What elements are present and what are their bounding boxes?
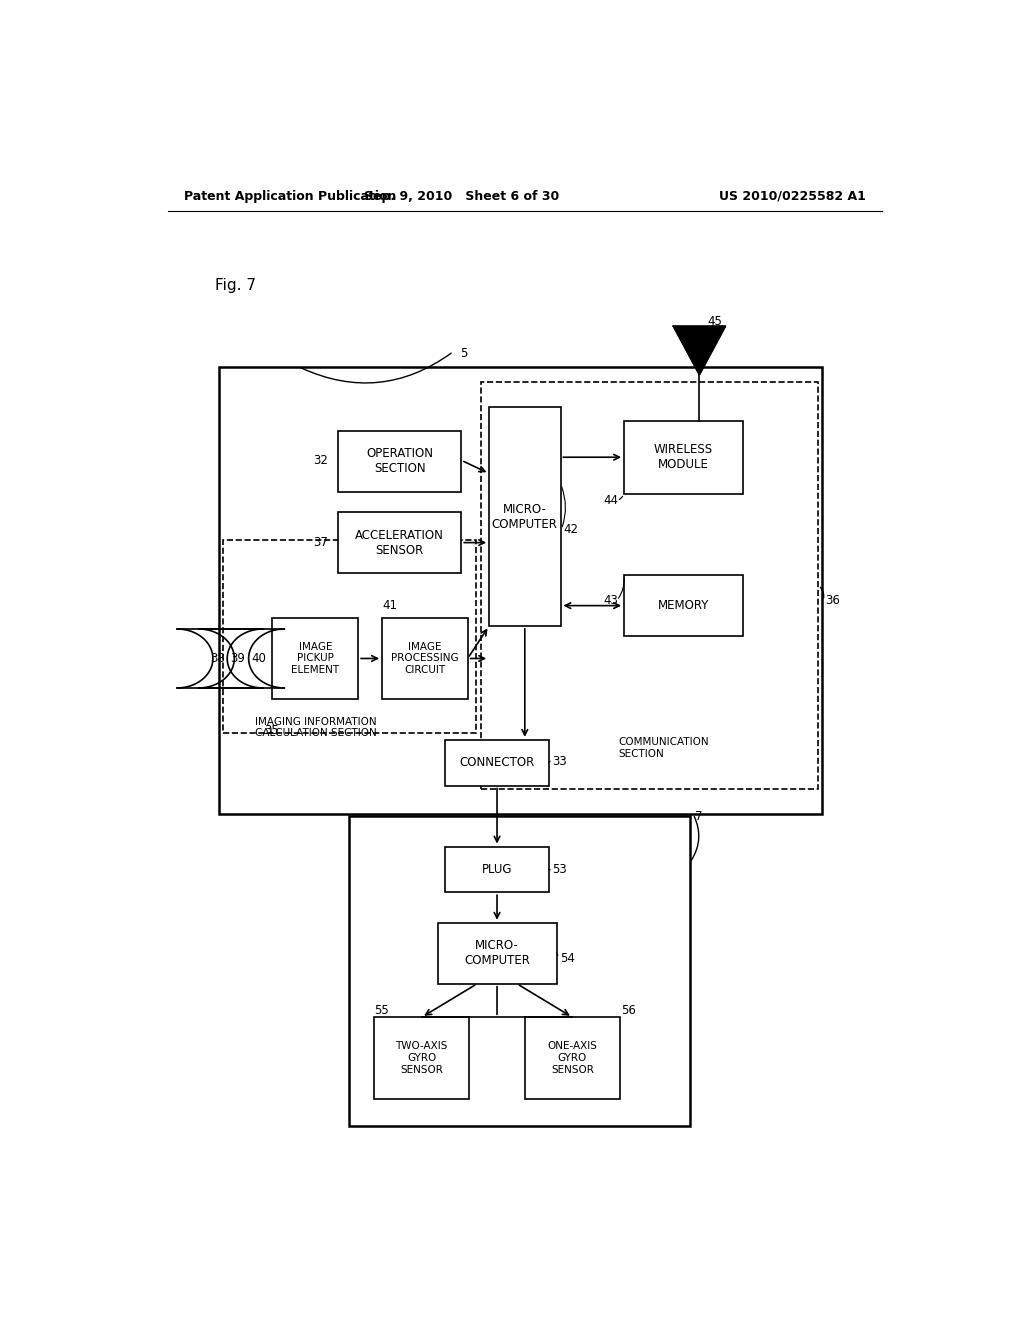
Bar (624, 421, 743, 494)
Text: TWO-AXIS
GYRO
SENSOR: TWO-AXIS GYRO SENSOR (395, 1041, 447, 1074)
Bar (445, 846, 549, 892)
Text: ACCELERATION
SENSOR: ACCELERATION SENSOR (355, 528, 444, 557)
Text: OPERATION
SECTION: OPERATION SECTION (367, 447, 433, 475)
Text: 37: 37 (313, 536, 328, 549)
Text: 7: 7 (694, 809, 702, 822)
Bar (219, 367, 822, 814)
Text: 54: 54 (560, 952, 574, 965)
Text: WIRELESS
MODULE: WIRELESS MODULE (654, 444, 713, 471)
Text: CONNECTOR: CONNECTOR (460, 756, 535, 770)
Text: IMAGING INFORMATION
CALCULATION SECTION: IMAGING INFORMATION CALCULATION SECTION (255, 717, 377, 738)
Bar (489, 408, 560, 626)
Bar (445, 739, 549, 785)
Text: 36: 36 (824, 594, 840, 607)
Text: 43: 43 (603, 594, 618, 607)
Text: 44: 44 (603, 495, 618, 507)
Bar (338, 430, 462, 492)
Bar (382, 618, 468, 700)
Bar (524, 1018, 620, 1098)
Text: COMMUNICATION
SECTION: COMMUNICATION SECTION (618, 737, 709, 759)
Text: IMAGE
PICKUP
ELEMENT: IMAGE PICKUP ELEMENT (291, 642, 339, 675)
Text: US 2010/0225582 A1: US 2010/0225582 A1 (719, 190, 866, 202)
Text: 45: 45 (708, 314, 722, 327)
Bar (481, 381, 818, 788)
Text: 55: 55 (374, 1003, 389, 1016)
Text: 41: 41 (382, 599, 397, 612)
Bar (374, 1018, 469, 1098)
Polygon shape (673, 326, 726, 375)
Text: 42: 42 (563, 523, 578, 536)
Text: 33: 33 (552, 755, 566, 768)
Text: Sep. 9, 2010   Sheet 6 of 30: Sep. 9, 2010 Sheet 6 of 30 (364, 190, 559, 202)
Text: 35: 35 (264, 725, 280, 737)
Bar (338, 512, 462, 573)
Text: MICRO-
COMPUTER: MICRO- COMPUTER (464, 940, 530, 968)
Text: ONE-AXIS
GYRO
SENSOR: ONE-AXIS GYRO SENSOR (548, 1041, 597, 1074)
Text: 39: 39 (230, 652, 246, 665)
Bar (348, 816, 690, 1126)
Bar (223, 540, 475, 733)
Bar (272, 618, 358, 700)
Text: MEMORY: MEMORY (657, 599, 710, 612)
Text: 38: 38 (210, 652, 225, 665)
Text: MICRO-
COMPUTER: MICRO- COMPUTER (492, 503, 558, 531)
Text: Patent Application Publication: Patent Application Publication (183, 190, 396, 202)
Text: PLUG: PLUG (481, 863, 512, 876)
Text: 32: 32 (313, 454, 328, 467)
Text: 53: 53 (552, 863, 566, 876)
Bar (624, 576, 743, 636)
Text: Fig. 7: Fig. 7 (215, 279, 256, 293)
Text: 56: 56 (622, 1003, 637, 1016)
Text: IMAGE
PROCESSING
CIRCUIT: IMAGE PROCESSING CIRCUIT (391, 642, 459, 675)
Text: 5: 5 (460, 347, 467, 360)
Bar (437, 923, 557, 983)
Text: 40: 40 (251, 652, 266, 665)
